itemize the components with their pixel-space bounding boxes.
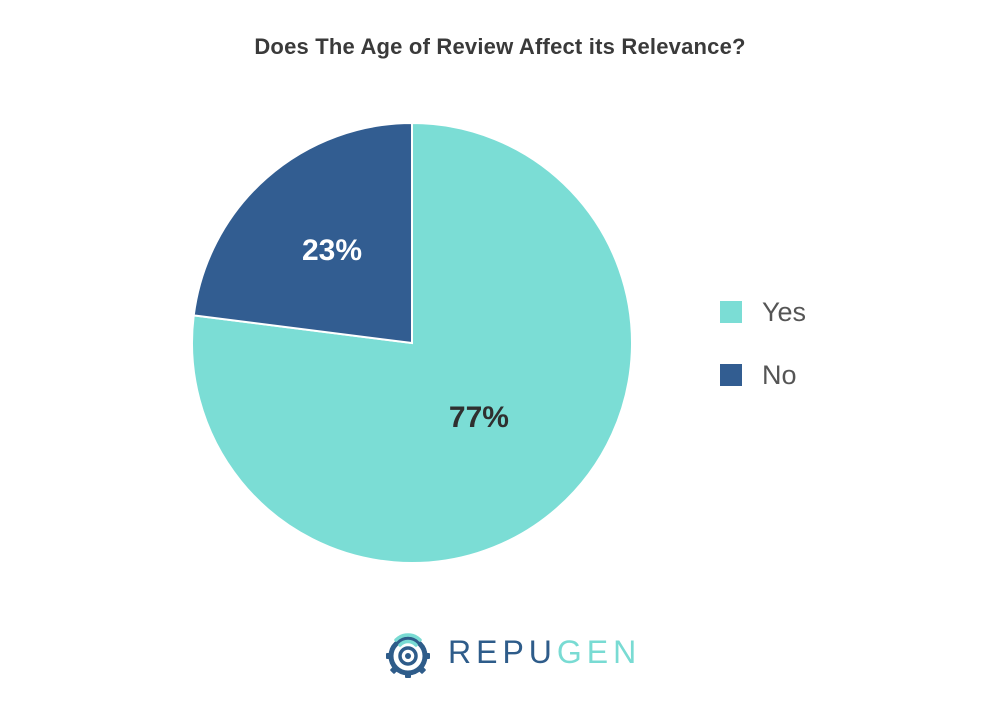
data-label-yes: 77% <box>449 401 509 434</box>
pie-slice-no <box>192 121 413 345</box>
legend-item-yes: Yes <box>720 294 806 330</box>
logo-text-repu: REPU <box>448 633 557 670</box>
legend-label-no: No <box>762 359 797 390</box>
logo-text-gen: GEN <box>556 633 642 670</box>
repugen-logo: REPUGEN <box>380 622 641 682</box>
legend: Yes No <box>720 294 806 420</box>
logo-icon <box>386 633 430 678</box>
legend-item-no: No <box>720 357 806 393</box>
data-label-no: 23% <box>302 234 362 267</box>
legend-swatch-yes <box>720 301 742 323</box>
logo-wordmark: REPUGEN <box>448 634 641 671</box>
chart-title: Does The Age of Review Affect its Releva… <box>254 34 746 59</box>
legend-swatch-no <box>720 364 742 386</box>
legend-label-yes: Yes <box>762 296 807 327</box>
